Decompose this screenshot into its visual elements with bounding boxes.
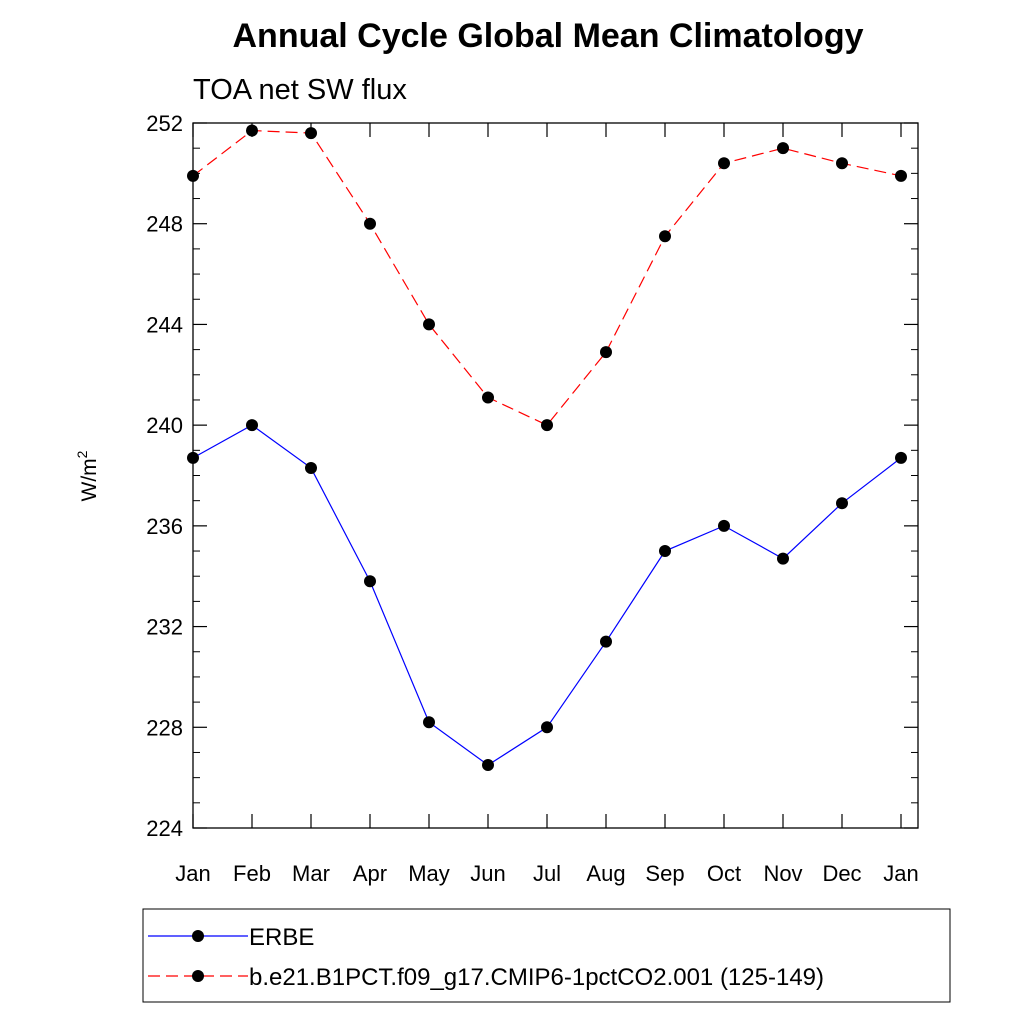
y-tick-label: 240 [146, 413, 183, 438]
series-1-point [305, 127, 317, 140]
series-0-point [895, 451, 907, 464]
y-tick-label: 244 [146, 312, 183, 337]
series-0-point [541, 721, 553, 734]
series-1-point [836, 157, 848, 170]
legend-marker-0 [192, 930, 204, 942]
x-tick-label: Jan [883, 861, 918, 886]
series-0-point [777, 552, 789, 565]
y-tick-label: 236 [146, 514, 183, 539]
series-0-point [718, 519, 730, 532]
series-1-point [600, 346, 612, 359]
x-tick-label: Nov [763, 861, 802, 886]
series-1-point [246, 124, 258, 137]
chart-title: Annual Cycle Global Mean Climatology [233, 17, 864, 55]
y-tick-label: 248 [146, 212, 183, 237]
series-line-0 [192, 424, 902, 766]
series-0-point [187, 451, 199, 464]
y-axis-label-text: W/m [78, 458, 101, 501]
x-tick-label: Feb [233, 861, 271, 886]
series-line-1 [192, 129, 902, 426]
legend-label-1: b.e21.B1PCT.f09_g17.CMIP6-1pctCO2.001 (1… [249, 964, 824, 991]
series-0-point [482, 759, 494, 772]
x-tick-label: Mar [292, 861, 330, 886]
chart-subtitle: TOA net SW flux [193, 74, 407, 106]
x-tick-label: Sep [645, 861, 684, 886]
y-axis-label: W/m2 [74, 450, 101, 501]
plot-frame [192, 122, 919, 829]
y-tick-label: 252 [146, 111, 183, 136]
svg-text:W/m2: W/m2 [74, 450, 101, 501]
series-1-point [718, 157, 730, 170]
series-1-point [187, 169, 199, 182]
series-0-point [364, 575, 376, 588]
y-tick-label: 228 [146, 715, 183, 740]
series-1-point [895, 169, 907, 182]
series-0-point [246, 419, 258, 432]
x-tick-label: Apr [353, 861, 387, 886]
y-tick-label: 224 [146, 816, 183, 841]
series-1-point [541, 419, 553, 432]
series-0-point [659, 545, 671, 558]
x-tick-label: Aug [586, 861, 625, 886]
series-1-point [364, 217, 376, 230]
series-1-point [659, 230, 671, 243]
x-tick-label: Dec [822, 861, 861, 886]
legend: ERBE b.e21.B1PCT.f09_g17.CMIP6-1pctCO2.00… [142, 908, 951, 1003]
series-1-point [423, 318, 435, 331]
series-0-point [836, 497, 848, 510]
legend-marker-1 [192, 970, 204, 982]
y-tick-label: 232 [146, 615, 183, 640]
series-0-point [423, 716, 435, 729]
x-tick-label: Jul [533, 861, 561, 886]
series-0-point [600, 635, 612, 648]
series-0-point [305, 461, 317, 474]
series-1-point [482, 391, 494, 404]
plot-area: 224 228 232 236 240 244 248 252 Jan Feb Mar Apr May J… [146, 111, 918, 886]
x-tick-label: Jun [470, 861, 505, 886]
legend-label-0: ERBE [249, 924, 314, 951]
x-tick-label: May [408, 861, 450, 886]
legend-box [142, 908, 951, 1003]
y-axis-label-superscript: 2 [74, 450, 90, 458]
series-1-point [777, 142, 789, 155]
x-tick-label: Oct [707, 861, 741, 886]
x-tick-label: Jan [175, 861, 210, 886]
